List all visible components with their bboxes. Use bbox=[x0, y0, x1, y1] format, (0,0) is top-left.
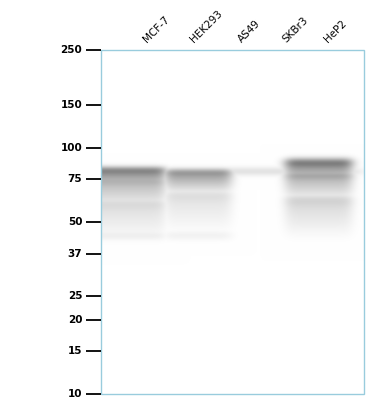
Text: 100: 100 bbox=[61, 143, 82, 153]
Text: 25: 25 bbox=[68, 291, 82, 301]
Text: 20: 20 bbox=[68, 315, 82, 325]
Text: 10: 10 bbox=[68, 389, 82, 399]
Text: SKBr3: SKBr3 bbox=[281, 15, 310, 44]
Text: 15: 15 bbox=[68, 346, 82, 356]
Text: 75: 75 bbox=[68, 174, 82, 184]
Text: 150: 150 bbox=[61, 100, 82, 110]
Text: HeP2: HeP2 bbox=[323, 18, 349, 44]
Text: 250: 250 bbox=[61, 45, 82, 55]
Text: AS49: AS49 bbox=[236, 18, 262, 44]
Text: 50: 50 bbox=[68, 217, 82, 227]
Text: HEK293: HEK293 bbox=[188, 8, 224, 44]
Text: MCF-7: MCF-7 bbox=[141, 14, 171, 44]
Text: 37: 37 bbox=[68, 249, 82, 259]
Bar bbox=[101, 50, 364, 394]
Bar bbox=[101, 50, 364, 394]
